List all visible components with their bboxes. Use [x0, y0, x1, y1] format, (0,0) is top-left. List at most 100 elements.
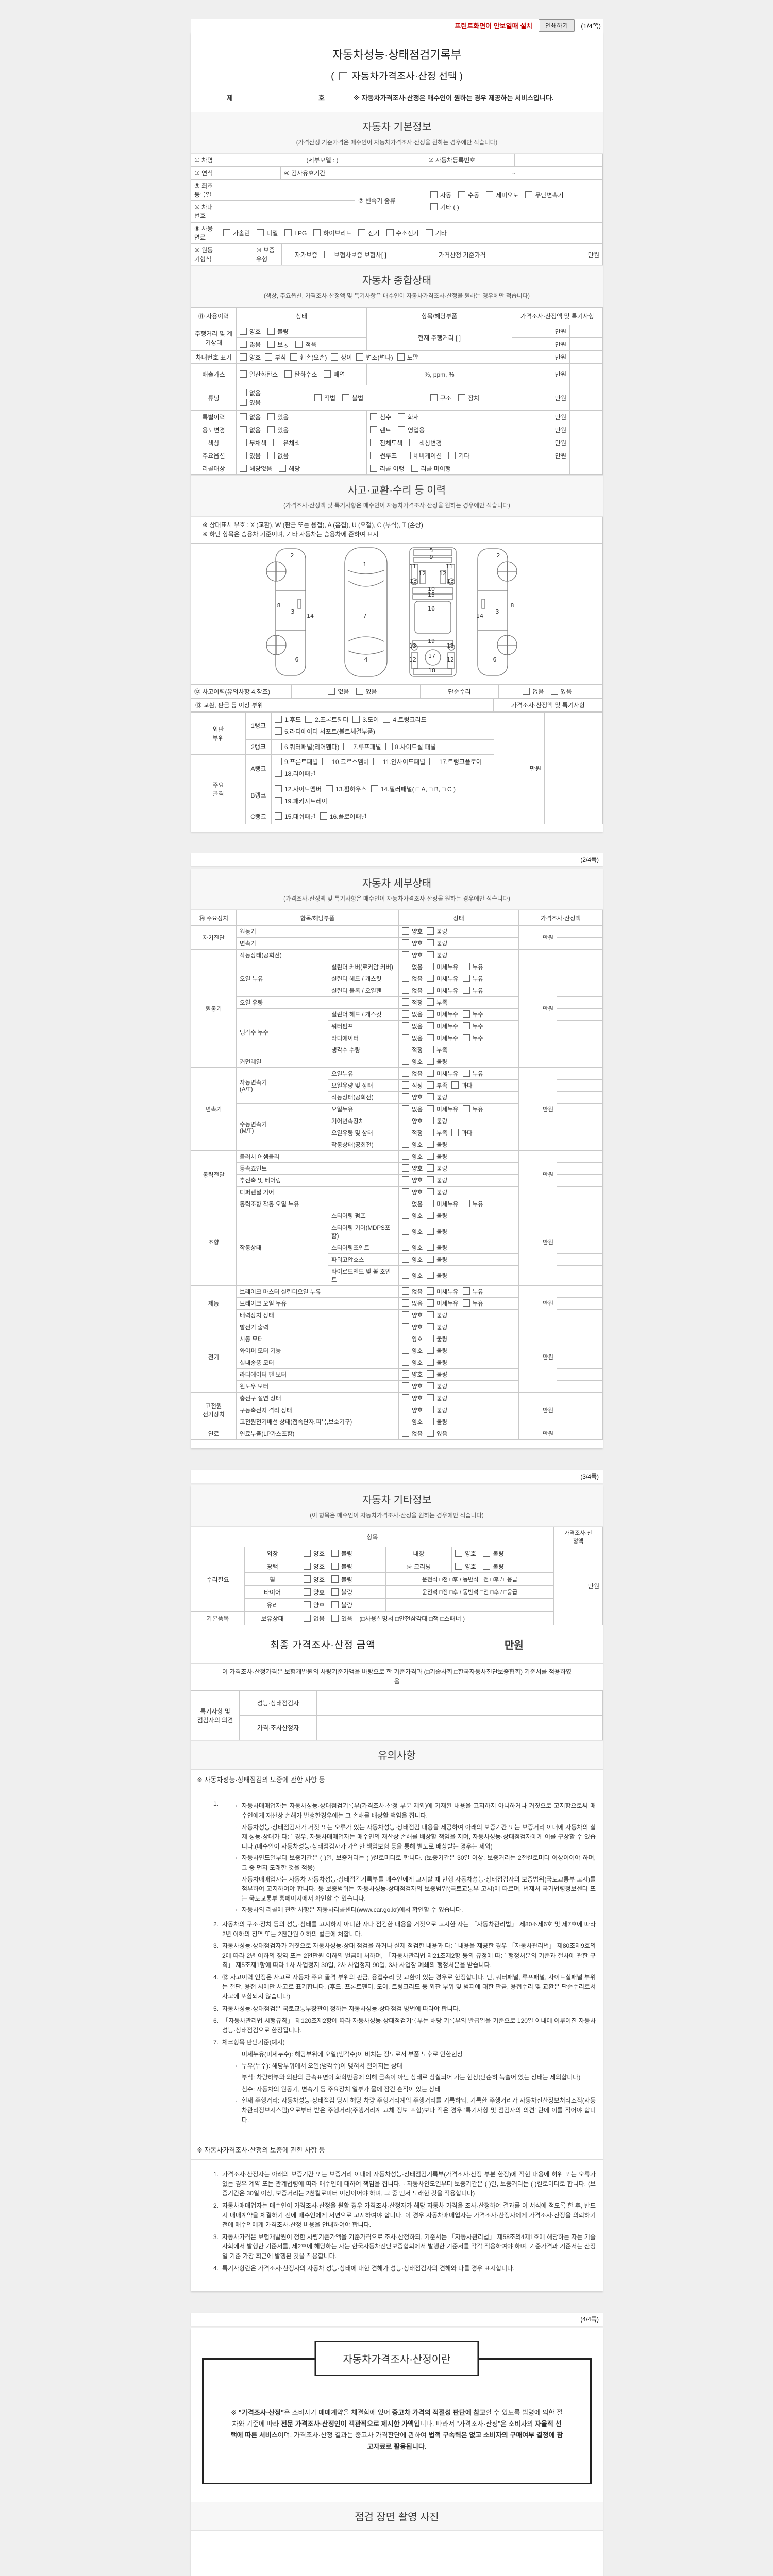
checkbox[interactable]	[267, 413, 275, 420]
checkbox-option[interactable]: 무채색	[240, 438, 266, 447]
checkbox[interactable]	[402, 1370, 409, 1378]
checkbox[interactable]	[322, 758, 330, 766]
checkbox-option[interactable]: 19.패키지트레이	[275, 795, 327, 807]
checkbox[interactable]	[402, 1430, 409, 1437]
checkbox-option[interactable]: 전기	[358, 229, 380, 238]
engine-type-input[interactable]	[220, 244, 253, 265]
checkbox[interactable]	[370, 464, 377, 472]
checkbox[interactable]	[427, 1347, 434, 1354]
checkbox[interactable]	[427, 1129, 434, 1137]
checkbox-option[interactable]: 2.프론트휀더	[305, 714, 348, 726]
checkbox-option[interactable]: 불량	[427, 1188, 447, 1196]
checkbox[interactable]	[427, 1394, 434, 1402]
checkbox-option[interactable]: 17.트렁크플로어	[429, 756, 482, 768]
checkbox-option[interactable]: 있음	[267, 426, 289, 434]
checkbox-option[interactable]: 불량	[427, 1212, 447, 1220]
checkbox-option[interactable]: 양호	[402, 951, 423, 959]
checkbox-option[interactable]: 누유	[462, 987, 483, 995]
checkbox-option[interactable]: 적정	[402, 998, 423, 1007]
checkbox-option[interactable]: 없음	[402, 1299, 423, 1308]
checkbox-option[interactable]: 하이브리드	[313, 229, 351, 238]
checkbox-option[interactable]: 불량	[483, 1562, 504, 1571]
checkbox-option[interactable]: 없음	[402, 987, 423, 995]
checkbox[interactable]	[427, 1359, 434, 1366]
checkbox-option[interactable]: 양호	[402, 1228, 423, 1236]
checkbox[interactable]	[240, 327, 247, 335]
checkbox[interactable]	[427, 1430, 434, 1437]
checkbox-option[interactable]: 많음	[240, 340, 261, 349]
checkbox-option[interactable]: 자가보증	[285, 250, 317, 259]
checkbox-option[interactable]: 없음	[267, 451, 289, 460]
checkbox-option[interactable]: 양호	[402, 927, 423, 936]
checkbox[interactable]	[304, 1549, 311, 1557]
checkbox[interactable]	[398, 413, 406, 420]
checkbox[interactable]	[265, 353, 273, 361]
checkbox[interactable]	[284, 370, 292, 378]
checkbox-option[interactable]: 불량	[483, 1549, 504, 1558]
checkbox-option[interactable]: 누수	[462, 1010, 483, 1019]
price-survey-select-checkbox[interactable]	[339, 72, 348, 80]
checkbox[interactable]	[331, 1601, 339, 1608]
checkbox-option[interactable]: 미세누유	[427, 1299, 459, 1308]
checkbox[interactable]	[275, 770, 282, 777]
checkbox[interactable]	[462, 1022, 470, 1030]
checkbox-option[interactable]: 13.휠하우스	[325, 784, 367, 795]
checkbox[interactable]	[427, 1228, 434, 1235]
checkbox[interactable]	[458, 394, 466, 401]
checkbox[interactable]	[370, 413, 377, 420]
checkbox[interactable]	[240, 399, 247, 406]
checkbox-option[interactable]: 없음	[240, 426, 261, 434]
checkbox-option[interactable]: 불량	[267, 327, 289, 336]
checkbox-option[interactable]: 상이	[331, 353, 352, 362]
checkbox[interactable]	[275, 758, 282, 766]
checkbox[interactable]	[425, 229, 433, 236]
checkbox[interactable]	[462, 987, 470, 994]
checkbox-option[interactable]: 없음	[402, 1105, 423, 1113]
checkbox[interactable]	[427, 987, 434, 994]
checkbox[interactable]	[275, 812, 282, 820]
checkbox-option[interactable]: 미세누유	[427, 963, 459, 971]
checkbox[interactable]	[430, 202, 438, 210]
checkbox[interactable]	[402, 1287, 409, 1295]
checkbox-option[interactable]: 양호	[240, 327, 261, 336]
checkbox[interactable]	[427, 1188, 434, 1196]
checkbox-option[interactable]: 불량	[427, 1418, 447, 1426]
checkbox-option[interactable]: 9.프론트패널	[275, 756, 318, 768]
registration-number-input[interactable]	[514, 154, 603, 166]
checkbox-option[interactable]: 없음	[402, 1430, 423, 1438]
checkbox[interactable]	[402, 1228, 409, 1235]
checkbox-option[interactable]: LPG	[284, 229, 307, 237]
checkbox-option[interactable]: 기타	[448, 451, 469, 460]
checkbox[interactable]	[427, 1046, 434, 1054]
checkbox-option[interactable]: 양호	[304, 1601, 325, 1609]
checkbox-option[interactable]: 영업용	[398, 426, 425, 434]
checkbox-option[interactable]: 무단변속기	[525, 191, 564, 199]
checkbox[interactable]	[314, 394, 322, 401]
checkbox[interactable]	[320, 812, 327, 820]
checkbox[interactable]	[267, 451, 275, 459]
checkbox[interactable]	[427, 927, 434, 935]
checkbox-option[interactable]: 전체도색	[370, 438, 402, 447]
checkbox-option[interactable]: 양호	[402, 1058, 423, 1066]
checkbox-option[interactable]: 없음	[523, 687, 544, 696]
checkbox-option[interactable]: 썬루프	[370, 451, 397, 460]
checkbox-option[interactable]: 일산화탄소	[240, 370, 278, 379]
checkbox-option[interactable]: 없음	[402, 1287, 423, 1296]
checkbox[interactable]	[402, 1093, 409, 1101]
checkbox[interactable]	[525, 191, 533, 198]
checkbox-option[interactable]: 불량	[427, 1335, 447, 1343]
checkbox-option[interactable]: 양호	[304, 1575, 325, 1584]
checkbox[interactable]	[462, 1287, 470, 1295]
checkbox[interactable]	[427, 1370, 434, 1378]
checkbox-option[interactable]: 없음	[402, 963, 423, 971]
current-mileage-field[interactable]: 현재 주행거리 [ ]	[366, 325, 512, 351]
checkbox[interactable]	[397, 353, 405, 361]
checkbox[interactable]	[402, 987, 409, 994]
checkbox-option[interactable]: 4.트렁크리드	[383, 714, 427, 726]
first-registration-input[interactable]	[220, 179, 355, 201]
checkbox-option[interactable]: 매연	[324, 370, 345, 379]
checkbox-option[interactable]: 보통	[267, 340, 289, 349]
checkbox[interactable]	[324, 250, 332, 258]
checkbox-option[interactable]: 불량	[427, 1406, 447, 1414]
checkbox[interactable]	[427, 1105, 434, 1113]
